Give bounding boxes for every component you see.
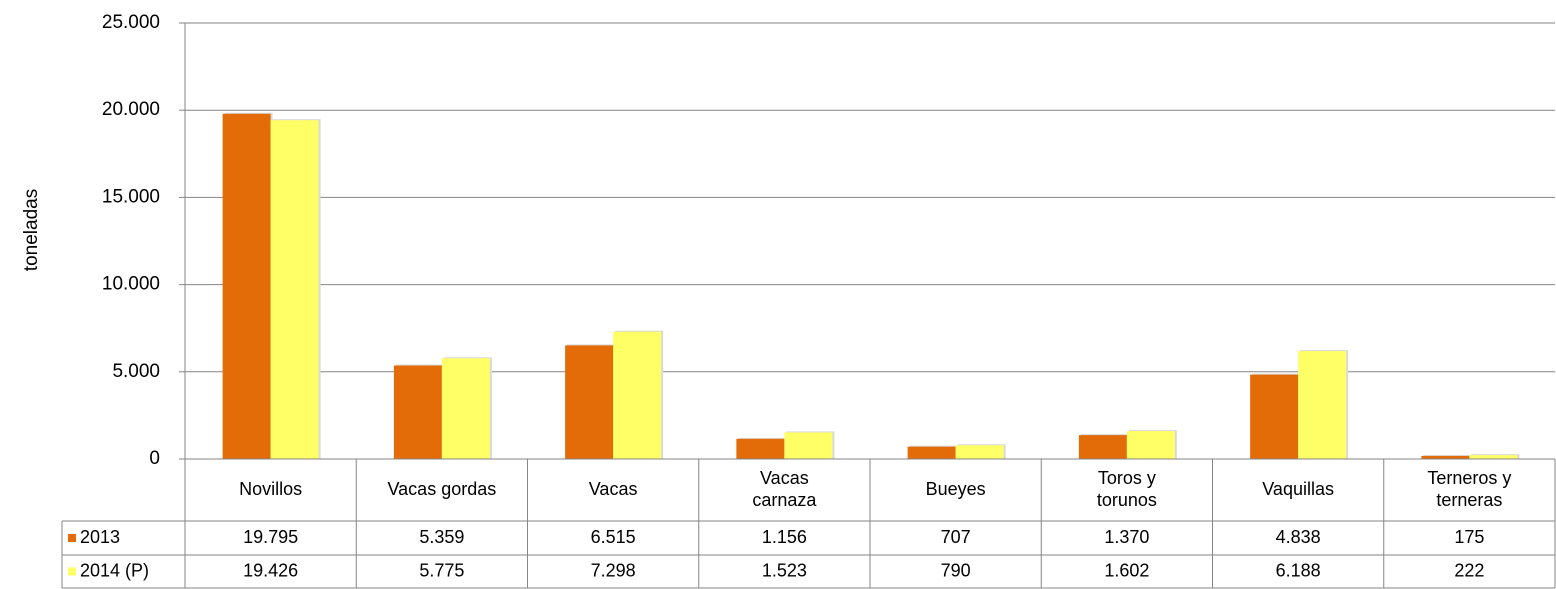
y-tick-label: 10.000 xyxy=(102,274,160,295)
bar xyxy=(907,446,956,459)
table-value: 5.775 xyxy=(419,560,464,580)
bar xyxy=(1298,351,1347,459)
bar xyxy=(955,445,1004,459)
category-label: Bueyes xyxy=(926,479,986,499)
table-value: 5.359 xyxy=(419,527,464,547)
category-label: Toros y torunos xyxy=(1097,468,1157,510)
legend-key xyxy=(68,534,76,542)
y-axis-label: toneladas xyxy=(21,189,42,271)
table-value: 6.515 xyxy=(591,527,636,547)
legend-label: 2014 (P) xyxy=(80,560,149,580)
y-tick-label: 0 xyxy=(149,448,160,469)
legend-label: 2013 xyxy=(80,527,120,547)
table-value: 19.795 xyxy=(243,527,298,547)
category-label: Vacas gordas xyxy=(388,479,497,499)
table-value: 7.298 xyxy=(591,560,636,580)
table-value: 19.426 xyxy=(243,560,298,580)
category-label: Terneros y terneras xyxy=(1427,468,1511,510)
bar xyxy=(736,438,785,459)
bar xyxy=(613,331,662,459)
bar xyxy=(441,358,490,459)
bar xyxy=(1421,455,1470,459)
y-tick-label: 5.000 xyxy=(112,361,160,382)
table-value: 4.838 xyxy=(1276,527,1321,547)
table-value: 790 xyxy=(941,560,971,580)
table-value: 1.523 xyxy=(762,560,807,580)
category-label: Vaquillas xyxy=(1262,479,1334,499)
category-label: Novillos xyxy=(239,479,302,499)
table-value: 1.370 xyxy=(1104,527,1149,547)
table-value: 6.188 xyxy=(1276,560,1321,580)
bar xyxy=(1078,435,1127,459)
bar xyxy=(784,432,833,459)
bar xyxy=(222,113,271,459)
category-label: Vacas xyxy=(589,479,638,499)
y-tick-label: 20.000 xyxy=(102,99,160,120)
y-tick-label: 15.000 xyxy=(102,186,160,207)
legend-key xyxy=(68,567,76,576)
bar xyxy=(565,345,614,459)
bar xyxy=(1250,374,1299,459)
table-value: 1.156 xyxy=(762,527,807,547)
table-value: 1.602 xyxy=(1104,560,1149,580)
bar xyxy=(1469,455,1518,459)
table-value: 222 xyxy=(1454,560,1484,580)
table-value: 175 xyxy=(1454,527,1484,547)
y-tick-label: 25.000 xyxy=(102,12,160,33)
bar xyxy=(393,365,442,459)
table-value: 707 xyxy=(941,527,971,547)
category-label: Vacas carnaza xyxy=(752,468,817,510)
bar xyxy=(1126,431,1175,459)
bar xyxy=(270,120,319,459)
